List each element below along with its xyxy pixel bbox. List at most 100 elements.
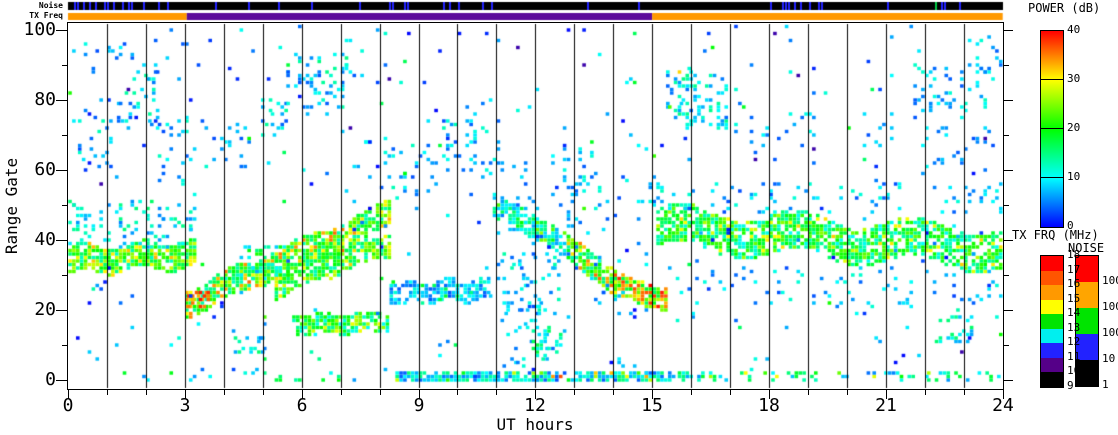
y-minor-tick-right — [1004, 345, 1009, 346]
x-tick-label: 12 — [524, 395, 546, 416]
y-minor-tick-right — [1004, 135, 1009, 136]
x-minor-tick — [730, 390, 731, 395]
noise-colorbar-label: 1 — [1102, 378, 1109, 391]
x-minor-tick — [691, 390, 692, 395]
txfrq-colorbar-segment — [1041, 314, 1063, 329]
noise-colorbar-label: 100 — [1102, 326, 1118, 339]
y-tick-label: 20 — [34, 299, 56, 320]
y-tick-label: 80 — [34, 89, 56, 110]
x-tick-label: 0 — [62, 395, 74, 416]
x-minor-tick — [107, 390, 108, 395]
y-major-tick — [56, 170, 68, 171]
power-colorbar-tickline — [1040, 177, 1064, 178]
y-minor-tick-right — [1004, 65, 1009, 66]
x-major-tick — [302, 390, 303, 399]
y-major-tick — [56, 240, 68, 241]
x-minor-tick — [341, 390, 342, 395]
power-colorbar-title: POWER (dB) — [1028, 1, 1101, 15]
x-tick-label: 15 — [641, 395, 663, 416]
y-major-tick-right — [1004, 380, 1013, 381]
x-major-tick — [652, 390, 653, 399]
power-colorbar-tickline — [1040, 128, 1064, 129]
txfrq-colorbar-label: 17 — [1067, 262, 1081, 276]
txfrq-colorbar-segment — [1041, 299, 1063, 314]
txfrq-colorbar-label: 9 — [1067, 378, 1074, 392]
y-major-tick — [56, 310, 68, 311]
x-minor-tick — [146, 390, 147, 395]
x-major-tick — [535, 390, 536, 399]
x-minor-tick — [496, 390, 497, 395]
x-tick-label: 24 — [992, 395, 1014, 416]
y-major-tick — [56, 30, 68, 31]
x-major-tick — [1003, 390, 1004, 399]
x-minor-tick — [263, 390, 264, 395]
y-major-tick — [56, 100, 68, 101]
y-major-tick-right — [1004, 30, 1013, 31]
txfrq-colorbar-label: 14 — [1067, 306, 1081, 319]
txfrq-colorbar-label: 15 — [1067, 291, 1081, 305]
noise-strip-label: Noise — [38, 1, 63, 10]
y-minor-tick-right — [1004, 275, 1009, 276]
y-tick-label: 40 — [34, 229, 56, 250]
txfreq-strip-label: TX Freq — [29, 11, 63, 20]
txfrq-colorbar-label: 13 — [1067, 320, 1081, 334]
noise-colorbar — [1075, 255, 1099, 387]
noise-colorbar-segment — [1076, 334, 1098, 360]
y-minor-tick — [62, 345, 68, 346]
x-major-tick — [886, 390, 887, 399]
txfrq-colorbar-segment — [1041, 285, 1063, 300]
x-axis-title: UT hours — [496, 415, 574, 434]
x-minor-tick — [847, 390, 848, 395]
y-major-tick-right — [1004, 100, 1013, 101]
y-axis-title: Range Gate — [2, 157, 21, 255]
y-major-tick-right — [1004, 310, 1013, 311]
x-tick-label: 21 — [875, 395, 897, 416]
power-colorbar-label: 20 — [1067, 121, 1081, 134]
y-minor-tick — [62, 205, 68, 206]
txfrq-colorbar-label: 16 — [1067, 277, 1081, 290]
x-minor-tick — [574, 390, 575, 395]
x-minor-tick — [925, 390, 926, 395]
noise-colorbar-segment — [1076, 308, 1098, 334]
noise-colorbar-segment — [1076, 360, 1098, 386]
power-colorbar-label: 10 — [1067, 170, 1081, 183]
power-colorbar-label: 40 — [1067, 23, 1081, 36]
txfrq-colorbar-segment — [1041, 328, 1063, 343]
x-tick-label: 9 — [413, 395, 425, 416]
y-tick-label: 0 — [45, 369, 56, 390]
y-minor-tick — [62, 275, 68, 276]
y-tick-label: 100 — [23, 19, 56, 40]
y-minor-tick-right — [1004, 205, 1009, 206]
y-minor-tick — [62, 135, 68, 136]
x-minor-tick — [457, 390, 458, 395]
txfrq-colorbar — [1040, 255, 1064, 388]
x-minor-tick — [613, 390, 614, 395]
txfrq-colorbar-segment — [1041, 357, 1063, 372]
x-tick-label: 18 — [758, 395, 780, 416]
txfrq-colorbar-label: 11 — [1067, 349, 1081, 363]
noise-colorbar-segment — [1076, 282, 1098, 308]
x-major-tick — [769, 390, 770, 399]
txfrq-colorbar-title: TX FRQ (MHz) — [1012, 228, 1099, 242]
noise-colorbar-title: NOISE — [1068, 241, 1105, 255]
y-major-tick — [56, 380, 68, 381]
noise-colorbar-segment — [1076, 256, 1098, 282]
power-colorbar-label: 0 — [1067, 219, 1074, 232]
power-colorbar — [1040, 30, 1064, 228]
x-minor-tick — [224, 390, 225, 395]
x-tick-label: 3 — [179, 395, 191, 416]
x-tick-label: 6 — [296, 395, 308, 416]
noise-colorbar-label: 10 — [1102, 352, 1116, 365]
y-major-tick-right — [1004, 240, 1013, 241]
y-minor-tick — [62, 65, 68, 66]
x-major-tick — [419, 390, 420, 399]
x-minor-tick — [380, 390, 381, 395]
power-colorbar-label: 30 — [1067, 72, 1081, 85]
txfrq-colorbar-segment — [1041, 343, 1063, 358]
txfrq-colorbar-segment — [1041, 256, 1063, 271]
x-major-tick — [68, 390, 69, 399]
y-major-tick-right — [1004, 170, 1013, 171]
